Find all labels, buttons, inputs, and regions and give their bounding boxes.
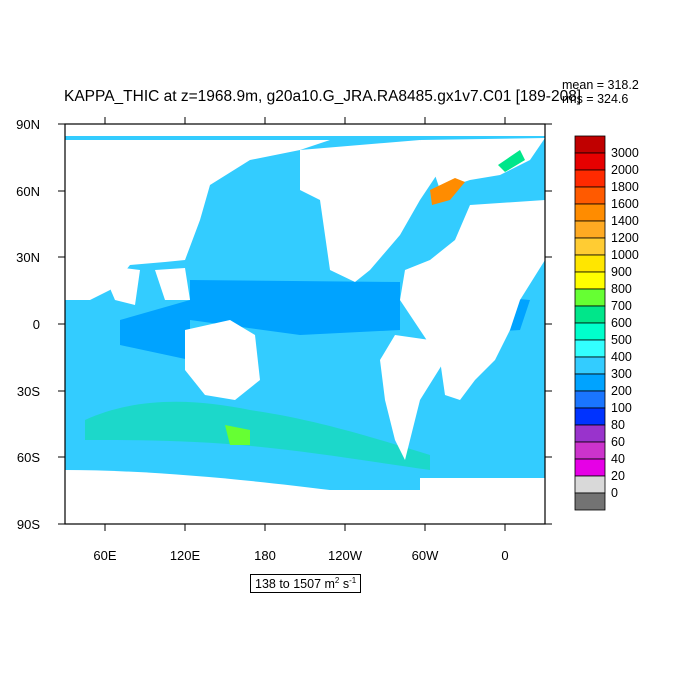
colorbar-swatch xyxy=(574,271,606,290)
north-america xyxy=(300,140,440,282)
lat-axis-right xyxy=(545,123,552,525)
high-value-patch xyxy=(430,178,465,205)
colorbar-swatch xyxy=(574,322,606,341)
south-america xyxy=(380,335,445,460)
stats-panel: mean = 318.2 rms = 324.6 xyxy=(562,78,639,106)
colorbar-label: 3000 xyxy=(611,146,639,160)
mean-value: mean = 318.2 xyxy=(562,78,639,92)
colorbar-label: 1200 xyxy=(611,231,639,245)
colorbar-swatch xyxy=(574,237,606,256)
lon-label-120w: 120W xyxy=(328,548,363,563)
southern-hotspot xyxy=(225,425,250,445)
lon-label-120e: 120E xyxy=(170,548,201,563)
lat-label-0: 0 xyxy=(33,317,40,332)
se-asia xyxy=(155,268,190,300)
colorbar-label: 1400 xyxy=(611,214,639,228)
colorbar-label: 100 xyxy=(611,401,632,415)
colorbar-label: 600 xyxy=(611,316,632,330)
colorbar-swatch xyxy=(574,492,606,511)
colorbar-label: 80 xyxy=(611,418,625,432)
colorbar-label: 0 xyxy=(611,486,618,500)
colorbar-swatch xyxy=(574,458,606,477)
eurasia xyxy=(65,140,330,300)
colorbar-swatch xyxy=(574,373,606,392)
range-label: 138 to 1507 m2 s-1 xyxy=(250,574,362,594)
colorbar-label: 900 xyxy=(611,265,632,279)
colorbar-swatch xyxy=(574,339,606,358)
colorbar-swatch xyxy=(574,220,606,239)
colorbar-swatch xyxy=(574,305,606,324)
lon-axis-top xyxy=(104,117,506,124)
lat-label-60n: 60N xyxy=(16,184,40,199)
colorbar-label: 20 xyxy=(611,469,625,483)
colorbar-swatch xyxy=(574,254,606,273)
range-label-sup1: 2 xyxy=(334,576,340,585)
colorbar-label: 40 xyxy=(611,452,625,466)
colorbar-label: 700 xyxy=(611,299,632,313)
lat-label-60s: 60S xyxy=(17,450,40,465)
arctic-patch xyxy=(498,150,525,172)
colorbar-label: 1800 xyxy=(611,180,639,194)
colorbar-swatch xyxy=(574,203,606,222)
colorbar-label: 1600 xyxy=(611,197,639,211)
colorbar: 3000200018001600140012001000900800700600… xyxy=(574,135,639,511)
india xyxy=(100,265,140,305)
lat-axis-left: 90N 60N 30N 0 30S 60S 90S xyxy=(16,117,65,532)
colorbar-label: 800 xyxy=(611,282,632,296)
map-area xyxy=(65,124,545,524)
greenland xyxy=(420,138,545,190)
colorbar-swatch xyxy=(574,186,606,205)
lon-label-60w: 60W xyxy=(412,548,439,563)
colorbar-label: 60 xyxy=(611,435,625,449)
lat-label-90s: 90S xyxy=(17,517,40,532)
colorbar-label: 400 xyxy=(611,350,632,364)
antarctica xyxy=(65,490,545,524)
colorbar-label: 1000 xyxy=(611,248,639,262)
lat-label-30s: 30S xyxy=(17,384,40,399)
lon-label-60e: 60E xyxy=(93,548,116,563)
plot-title: KAPPA_THIC at z=1968.9m, g20a10.G_JRA.RA… xyxy=(64,88,582,105)
colorbar-swatch xyxy=(574,441,606,460)
colorbar-swatch xyxy=(574,390,606,409)
colorbar-swatch xyxy=(574,135,606,154)
north-pacific-band xyxy=(190,280,400,335)
colorbar-swatch xyxy=(574,356,606,375)
range-label-sup2: -1 xyxy=(349,576,357,585)
colorbar-label: 2000 xyxy=(611,163,639,177)
range-label-text: 138 to 1507 m xyxy=(255,577,335,592)
australia xyxy=(185,320,260,400)
lat-label-90n: 90N xyxy=(16,117,40,132)
range-label-unit2: s xyxy=(339,577,350,592)
colorbar-label: 500 xyxy=(611,333,632,347)
southern-ocean-band xyxy=(85,401,430,470)
colorbar-swatch xyxy=(574,288,606,307)
rms-value: rms = 324.6 xyxy=(562,92,629,106)
colorbar-label: 300 xyxy=(611,367,632,381)
lat-label-30n: 30N xyxy=(16,250,40,265)
lon-label-0: 0 xyxy=(501,548,508,563)
colorbar-swatch xyxy=(574,475,606,494)
colorbar-swatch xyxy=(574,424,606,443)
colorbar-swatch xyxy=(574,169,606,188)
lon-label-180: 180 xyxy=(254,548,276,563)
lon-axis-bottom: 60E 120E 180 120W 60W 0 xyxy=(93,524,509,563)
colorbar-swatch xyxy=(574,407,606,426)
indian-band xyxy=(120,300,190,360)
colorbar-swatch xyxy=(574,152,606,171)
colorbar-label: 200 xyxy=(611,384,632,398)
